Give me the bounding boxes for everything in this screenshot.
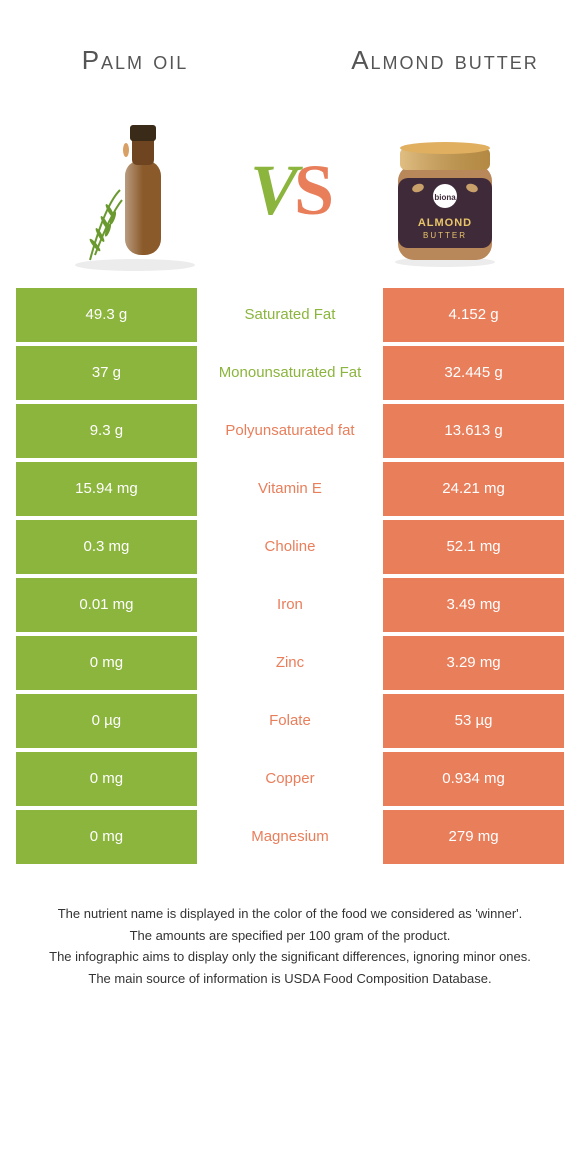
left-title: Palm oil [30,45,240,76]
vs-label: VS [240,149,340,232]
nutrient-row: 0 µgFolate53 µg [16,694,564,748]
right-value: 13.613 g [383,404,564,458]
header-row: Palm oil Almond butter [0,0,580,100]
nutrient-table: 49.3 gSaturated Fat4.152 g37 gMonounsatu… [16,288,564,864]
left-value: 0 mg [16,636,197,690]
nutrient-label: Choline [197,520,383,574]
right-value: 3.49 mg [383,578,564,632]
left-value: 0.01 mg [16,578,197,632]
footnote-line: The nutrient name is displayed in the co… [24,904,556,924]
svg-text:BUTTER: BUTTER [423,231,467,240]
vs-s: S [294,150,330,230]
nutrient-label: Monounsaturated Fat [197,346,383,400]
nutrient-label: Copper [197,752,383,806]
right-value: 3.29 mg [383,636,564,690]
right-value: 52.1 mg [383,520,564,574]
left-value: 15.94 mg [16,462,197,516]
nutrient-label: Magnesium [197,810,383,864]
palm-oil-icon [50,105,220,275]
images-row: VS biona ALMOND BUTTER [0,100,580,280]
nutrient-label: Zinc [197,636,383,690]
nutrient-row: 9.3 gPolyunsaturated fat13.613 g [16,404,564,458]
footnote-line: The infographic aims to display only the… [24,947,556,967]
left-value: 49.3 g [16,288,197,342]
footnotes: The nutrient name is displayed in the co… [24,904,556,988]
footnote-line: The main source of information is USDA F… [24,969,556,989]
right-value: 32.445 g [383,346,564,400]
nutrient-label: Vitamin E [197,462,383,516]
left-value: 37 g [16,346,197,400]
nutrient-row: 0 mgMagnesium279 mg [16,810,564,864]
right-image: biona ALMOND BUTTER [340,100,550,280]
right-value: 0.934 mg [383,752,564,806]
left-value: 0 mg [16,752,197,806]
vs-v: V [250,150,294,230]
right-value: 53 µg [383,694,564,748]
nutrient-row: 0.01 mgIron3.49 mg [16,578,564,632]
nutrient-row: 0.3 mgCholine52.1 mg [16,520,564,574]
left-value: 9.3 g [16,404,197,458]
nutrient-label: Saturated Fat [197,288,383,342]
footnote-line: The amounts are specified per 100 gram o… [24,926,556,946]
right-value: 24.21 mg [383,462,564,516]
almond-butter-icon: biona ALMOND BUTTER [370,110,520,270]
nutrient-row: 0 mgZinc3.29 mg [16,636,564,690]
left-image [30,100,240,280]
nutrient-label: Iron [197,578,383,632]
nutrient-row: 15.94 mgVitamin E24.21 mg [16,462,564,516]
right-value: 4.152 g [383,288,564,342]
svg-text:biona: biona [434,193,456,202]
svg-text:ALMOND: ALMOND [418,217,472,229]
nutrient-row: 37 gMonounsaturated Fat32.445 g [16,346,564,400]
left-value: 0 µg [16,694,197,748]
nutrient-label: Folate [197,694,383,748]
nutrient-row: 49.3 gSaturated Fat4.152 g [16,288,564,342]
right-title: Almond butter [340,45,550,76]
nutrient-label: Polyunsaturated fat [197,404,383,458]
nutrient-row: 0 mgCopper0.934 mg [16,752,564,806]
left-value: 0.3 mg [16,520,197,574]
right-value: 279 mg [383,810,564,864]
left-value: 0 mg [16,810,197,864]
